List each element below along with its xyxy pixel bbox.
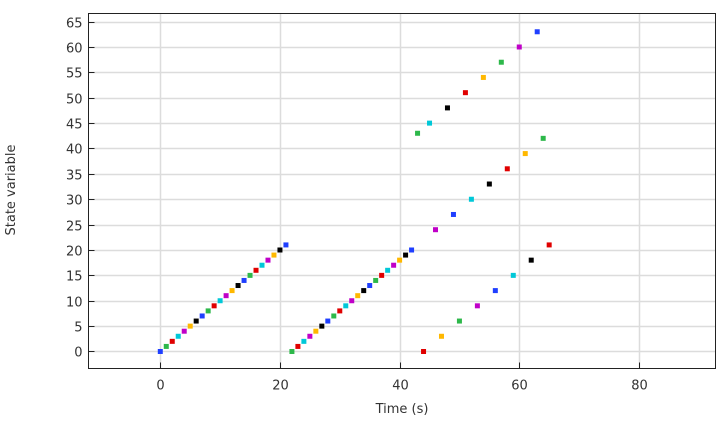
data-point [498, 59, 504, 65]
data-point [295, 343, 301, 349]
data-points [157, 29, 552, 354]
data-point [253, 267, 259, 273]
y-tick-label: 50 [66, 93, 83, 108]
data-point [247, 272, 253, 278]
data-point [205, 308, 211, 314]
data-point [540, 135, 546, 141]
x-tick-label: 0 [156, 379, 164, 394]
data-point [289, 348, 295, 354]
data-point [474, 303, 480, 309]
y-tick-label: 65 [66, 17, 83, 32]
data-point [444, 105, 450, 111]
y-tick-label: 35 [66, 169, 83, 184]
data-point [187, 323, 193, 329]
data-point [211, 303, 217, 309]
data-point [468, 196, 474, 202]
data-point [169, 338, 175, 344]
x-tick-labels: 0 20 40 60 80 [156, 379, 647, 394]
data-point [355, 293, 361, 299]
data-point [301, 338, 307, 344]
data-point [361, 288, 367, 294]
y-tick-label: 20 [66, 245, 83, 260]
data-point [504, 166, 510, 172]
data-point [367, 283, 373, 289]
data-point [277, 247, 283, 253]
data-point [385, 267, 391, 273]
data-point [438, 333, 444, 339]
y-tick-label: 0 [74, 346, 82, 361]
data-point [235, 283, 241, 289]
data-point [421, 348, 427, 354]
data-point [193, 318, 199, 324]
gridlines [88, 13, 716, 369]
data-point [528, 257, 534, 263]
data-point [433, 227, 439, 233]
data-point [391, 262, 397, 268]
data-point [307, 333, 313, 339]
data-point [486, 181, 492, 187]
data-point [319, 323, 325, 329]
data-point [349, 298, 355, 304]
data-point [271, 252, 277, 258]
data-point [409, 247, 415, 253]
data-point [337, 308, 343, 314]
data-point [534, 29, 540, 35]
y-tick-label: 5 [74, 321, 82, 336]
data-point [283, 242, 289, 248]
tick-marks [88, 22, 640, 369]
data-point [313, 328, 319, 334]
data-point [331, 313, 337, 319]
y-tick-label: 15 [66, 270, 83, 285]
data-point [456, 318, 462, 324]
y-tick-label: 30 [66, 194, 83, 209]
data-point [343, 303, 349, 309]
data-point [373, 277, 379, 283]
data-point [415, 130, 421, 136]
x-axis-label: Time (s) [375, 402, 429, 417]
data-point [403, 252, 409, 258]
data-point [516, 44, 522, 50]
data-point [175, 333, 181, 339]
data-point [259, 262, 265, 268]
data-point [217, 298, 223, 304]
data-point [427, 120, 433, 126]
y-axis-label: State variable [4, 145, 19, 236]
data-point [480, 74, 486, 80]
y-tick-label: 40 [66, 143, 83, 158]
data-point [397, 257, 403, 263]
x-tick-label: 20 [272, 379, 289, 394]
data-point [379, 272, 385, 278]
data-point [163, 343, 169, 349]
x-tick-label: 40 [392, 379, 409, 394]
y-tick-label: 60 [66, 42, 83, 57]
y-tick-label: 10 [66, 296, 83, 311]
y-tick-label: 55 [66, 67, 83, 82]
data-point [546, 242, 552, 248]
x-tick-label: 60 [511, 379, 528, 394]
plot-frame [88, 13, 716, 369]
data-point [199, 313, 205, 319]
data-point [522, 151, 528, 157]
y-tick-label: 45 [66, 118, 83, 133]
y-tick-labels: 0 5 10 15 20 25 30 35 40 45 50 55 60 65 [66, 17, 83, 361]
y-tick-label: 25 [66, 220, 83, 235]
data-point [229, 288, 235, 294]
data-point [325, 318, 331, 324]
data-point [181, 328, 187, 334]
data-point [265, 257, 271, 263]
data-point [492, 288, 498, 294]
data-point [462, 90, 468, 96]
data-point [241, 277, 247, 283]
data-point [510, 272, 516, 278]
data-point [450, 211, 456, 217]
data-point [157, 348, 163, 354]
data-point [223, 293, 229, 299]
x-tick-label: 80 [631, 379, 648, 394]
